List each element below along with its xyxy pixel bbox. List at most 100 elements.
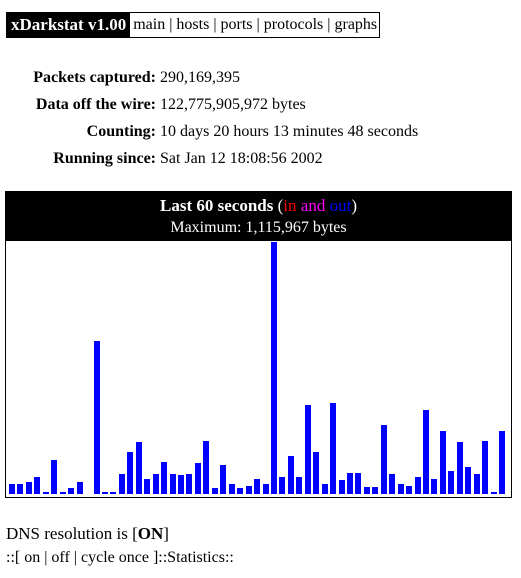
nav-separator: |	[256, 16, 260, 33]
graph-bar	[119, 474, 125, 494]
traffic-graph: Last 60 seconds (in and out) Maximum: 1,…	[5, 191, 512, 498]
app-title: xDarkstat v1.00	[7, 13, 131, 37]
graph-bar	[381, 425, 387, 494]
graph-header: Last 60 seconds (in and out) Maximum: 1,…	[6, 192, 511, 241]
graph-bar	[254, 479, 260, 494]
stat-row-running: Running since: Sat Jan 12 18:08:56 2002	[0, 145, 418, 172]
graph-bar	[195, 463, 201, 494]
dns-status: DNS resolution is [ON]	[6, 524, 169, 544]
graph-bar	[178, 475, 184, 494]
nav-link-ports[interactable]: ports	[220, 16, 253, 33]
legend-out: out	[329, 196, 352, 215]
graph-bar	[43, 492, 49, 494]
stat-row-data: Data off the wire: 122,775,905,972 bytes	[0, 91, 418, 118]
graph-bar	[51, 460, 57, 494]
graph-bar	[499, 431, 505, 494]
nav-links: main | hosts | ports | protocols | graph…	[130, 13, 379, 37]
graph-bar	[263, 484, 269, 494]
dns-cycle-once-link[interactable]: cycle once	[81, 549, 149, 566]
graph-bar	[491, 492, 497, 494]
stats-table: Packets captured: 290,169,395 Data off t…	[0, 64, 418, 172]
graph-bar	[60, 492, 66, 494]
graph-bar	[406, 486, 412, 494]
graph-bar	[17, 484, 23, 494]
graph-bar	[170, 474, 176, 494]
graph-bar	[144, 479, 150, 494]
graph-bar	[212, 488, 218, 494]
nav-link-protocols[interactable]: protocols	[263, 16, 324, 33]
graph-bar	[355, 473, 361, 494]
graph-bar	[161, 462, 167, 494]
graph-bar	[288, 456, 294, 494]
graph-bar	[474, 474, 480, 494]
stat-label: Data off the wire:	[35, 95, 156, 113]
stat-label: Running since:	[53, 149, 156, 167]
graph-bar	[322, 484, 328, 494]
graph-plot-area	[6, 241, 511, 497]
stat-value: 122,775,905,972 bytes	[160, 95, 306, 113]
dns-suffix: ]	[163, 524, 169, 543]
graph-bar	[339, 480, 345, 494]
graph-bar	[237, 488, 243, 494]
dns-controls: ::[ on | off | cycle once ]::Statistics:…	[6, 549, 234, 566]
graph-bar	[34, 477, 40, 494]
graph-bar	[364, 487, 370, 494]
stat-value: 290,169,395	[160, 68, 240, 86]
graph-bar	[389, 474, 395, 494]
graph-bar	[229, 484, 235, 494]
legend-open: (	[277, 196, 284, 215]
graph-bar	[440, 431, 446, 494]
graph-bar	[423, 410, 429, 494]
graph-bar	[153, 474, 159, 494]
nav-separator: |	[169, 16, 173, 33]
dns-links-suffix: ]::Statistics::	[148, 549, 234, 566]
graph-bar	[68, 488, 74, 494]
graph-bar	[102, 492, 108, 494]
graph-bar	[77, 482, 83, 494]
graph-title-line: Last 60 seconds (in and out)	[6, 195, 511, 217]
graph-bar	[203, 441, 209, 494]
graph-bar	[186, 474, 192, 494]
graph-bar	[296, 477, 302, 494]
nav-separator: |	[327, 16, 331, 33]
graph-bar	[431, 479, 437, 494]
dns-on-link[interactable]: on	[24, 549, 41, 566]
graph-title: Last 60 seconds	[160, 196, 274, 215]
graph-bar	[415, 477, 421, 494]
legend-and: and	[296, 196, 330, 215]
nav-bar: xDarkstat v1.00 main | hosts | ports | p…	[6, 12, 381, 38]
graph-bar	[279, 477, 285, 494]
nav-link-hosts[interactable]: hosts	[176, 16, 210, 33]
graph-bar	[271, 242, 277, 494]
graph-bar	[398, 484, 404, 494]
stat-value: 10 days 20 hours 13 minutes 48 seconds	[160, 122, 419, 140]
graph-bar	[330, 403, 336, 494]
graph-bar	[347, 473, 353, 494]
graph-bar	[465, 467, 471, 494]
stat-value: Sat Jan 12 18:08:56 2002	[160, 149, 323, 167]
graph-bar	[136, 442, 142, 494]
nav-link-main[interactable]: main	[133, 16, 166, 33]
graph-maximum: Maximum: 1,115,967 bytes	[170, 219, 347, 236]
legend-close: )	[351, 196, 357, 215]
graph-bar	[9, 484, 15, 494]
nav-link-graphs[interactable]: graphs	[334, 16, 378, 33]
graph-bar	[246, 486, 252, 494]
legend-in: in	[283, 196, 297, 215]
nav-separator: |	[213, 16, 217, 33]
stat-row-packets: Packets captured: 290,169,395	[0, 64, 418, 91]
dns-state: ON	[137, 524, 164, 543]
graph-bar	[127, 452, 133, 494]
graph-bar	[26, 482, 32, 494]
graph-bar	[482, 441, 488, 494]
graph-bar	[313, 452, 319, 494]
graph-bar	[448, 471, 454, 494]
graph-bar	[372, 487, 378, 494]
graph-bar	[110, 492, 116, 494]
stat-label: Counting:	[86, 122, 156, 140]
graph-bar	[305, 405, 311, 494]
dns-prefix: DNS resolution is [	[6, 524, 138, 543]
dns-off-link[interactable]: off	[51, 549, 70, 566]
graph-bar	[220, 465, 226, 494]
dns-links-prefix: ::[	[6, 549, 25, 566]
